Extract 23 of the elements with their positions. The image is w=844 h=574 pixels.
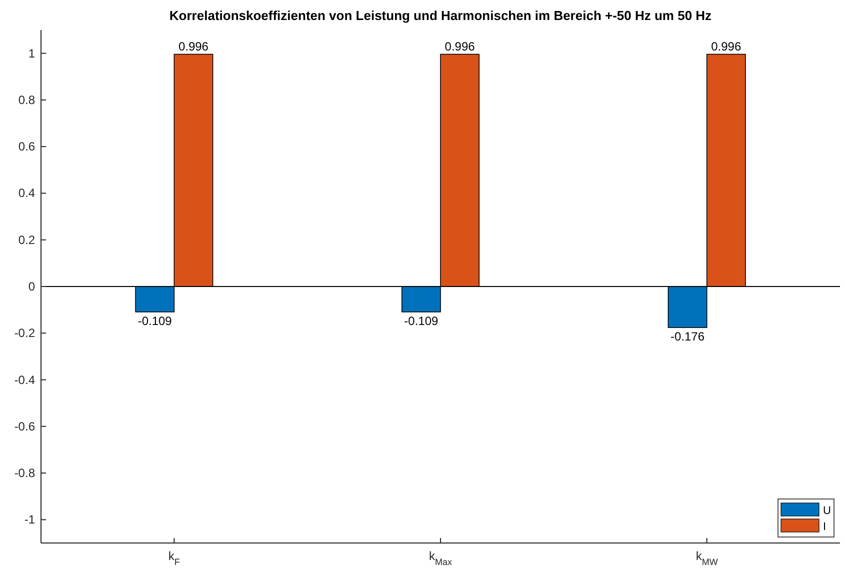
chart-title: Korrelationskoeffizienten von Leistung und Harmonischen im Bereich +-50 Hz um 50 Hz [169, 8, 712, 23]
x-tick-label: k$_{MW}$ [696, 549, 718, 567]
x-tick-label: k$_{Max}$ [428, 549, 452, 567]
legend-label: I [823, 521, 826, 533]
y-tick-label: -1 [24, 512, 36, 527]
legend-label: U [823, 505, 831, 517]
y-tick-label: 0.4 [18, 186, 36, 200]
data-label: 0.996 [711, 39, 742, 54]
y-tick-label: 0 [28, 280, 36, 294]
data-label: -0.109 [138, 314, 172, 328]
x-tick-label: k$_{F}$ [168, 549, 180, 567]
data-label: 0.996 [178, 39, 209, 54]
y-tick-label: -0.4 [14, 372, 36, 387]
y-tick-label: 1 [28, 46, 36, 60]
y-tick-label: 0.2 [18, 232, 36, 247]
data-label: 0.996 [444, 39, 476, 54]
y-tick-label: -0.6 [14, 419, 36, 434]
y-tick-label: 0.6 [18, 140, 36, 154]
y-tick-label: -0.2 [14, 326, 36, 340]
data-label: -0.109 [404, 314, 439, 328]
data-label: -0.176 [670, 330, 705, 344]
y-tick-label: -0.8 [14, 466, 36, 480]
y-tick-label: 0.8 [18, 92, 36, 107]
